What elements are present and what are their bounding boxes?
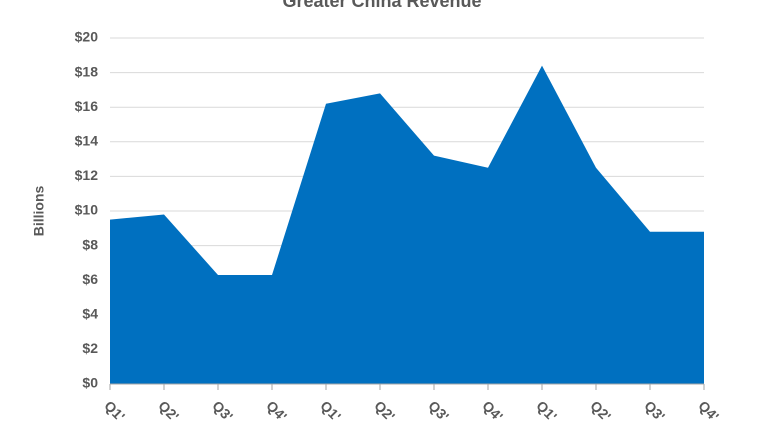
y-tick-label: $4: [82, 306, 98, 322]
y-tick-label: $10: [75, 202, 99, 218]
chart-title: Greater China Revenue: [282, 0, 481, 11]
y-tick-label: $2: [82, 340, 98, 356]
y-tick-label: $16: [75, 98, 99, 114]
y-tick-label: $6: [82, 271, 98, 287]
y-axis-label: Billions: [31, 186, 47, 237]
y-tick-label: $14: [75, 133, 99, 149]
y-tick-label: $12: [75, 167, 99, 183]
area: [110, 65, 704, 385]
y-tick-label: $20: [75, 29, 99, 45]
y-tick-label: $18: [75, 63, 99, 79]
y-tick-label: $0: [82, 375, 98, 391]
y-tick-label: $8: [82, 236, 98, 252]
